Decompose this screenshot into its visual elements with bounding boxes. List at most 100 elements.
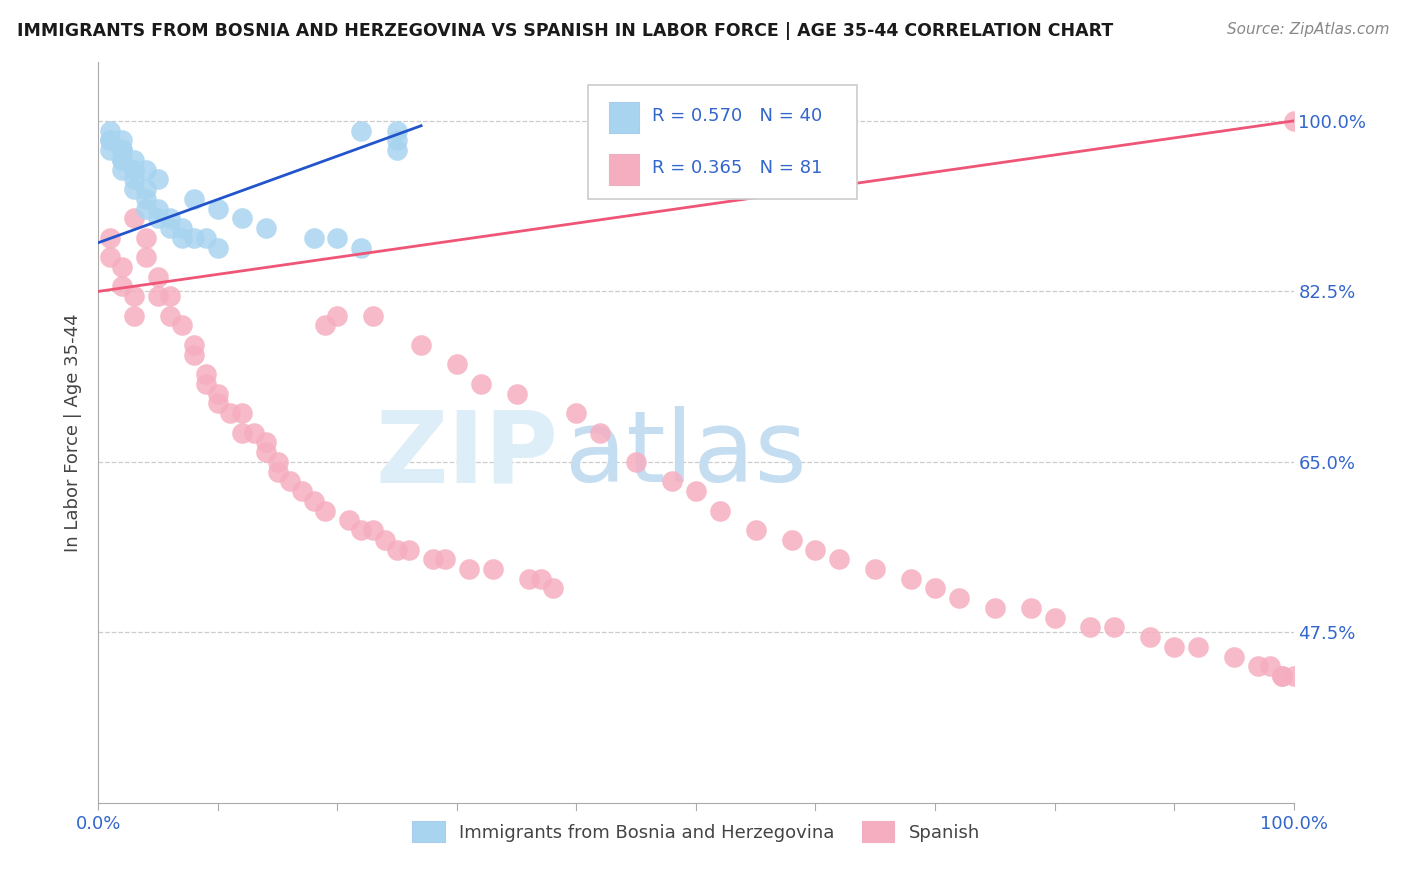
Point <box>506 386 529 401</box>
Point <box>183 192 205 206</box>
Point <box>339 513 361 527</box>
Text: R = 0.365   N = 81: R = 0.365 N = 81 <box>652 160 823 178</box>
Point <box>517 572 540 586</box>
Legend: Immigrants from Bosnia and Herzegovina, Spanish: Immigrants from Bosnia and Herzegovina, … <box>405 814 987 849</box>
Point <box>984 601 1007 615</box>
Point <box>541 582 564 596</box>
Point <box>231 425 253 440</box>
Point <box>422 552 444 566</box>
Point <box>267 455 290 469</box>
Point <box>98 133 122 147</box>
Point <box>135 202 157 216</box>
Point <box>219 406 242 420</box>
Point <box>267 465 290 479</box>
Point <box>1139 630 1161 644</box>
Point <box>111 153 134 167</box>
Point <box>385 143 409 157</box>
FancyBboxPatch shape <box>589 85 858 200</box>
Point <box>98 250 122 264</box>
Point <box>865 562 887 576</box>
Point <box>385 123 409 137</box>
Point <box>111 143 134 157</box>
Point <box>254 221 277 235</box>
Point <box>195 367 218 381</box>
Point <box>589 425 612 440</box>
Point <box>124 162 146 177</box>
Point <box>111 143 134 157</box>
Point <box>111 279 134 293</box>
Point <box>470 376 492 391</box>
Point <box>124 182 146 196</box>
Bar <box>609 102 638 133</box>
Point <box>530 572 553 586</box>
Point <box>1080 620 1102 634</box>
Point <box>924 582 946 596</box>
Point <box>172 231 194 245</box>
Point <box>278 475 301 489</box>
Point <box>302 493 325 508</box>
Point <box>398 542 420 557</box>
Point <box>111 260 134 274</box>
Point <box>243 425 266 440</box>
Point <box>111 153 134 167</box>
Point <box>135 182 157 196</box>
Y-axis label: In Labor Force | Age 35-44: In Labor Force | Age 35-44 <box>63 313 82 552</box>
Point <box>1282 114 1305 128</box>
Point <box>207 202 229 216</box>
Point <box>565 406 588 420</box>
Point <box>231 211 253 226</box>
Point <box>195 231 218 245</box>
Point <box>135 192 157 206</box>
Point <box>124 162 146 177</box>
Point <box>207 240 229 255</box>
Point <box>458 562 481 576</box>
Point <box>350 523 373 537</box>
Point <box>745 523 768 537</box>
Point <box>363 309 385 323</box>
Point <box>1223 649 1246 664</box>
Point <box>207 396 229 410</box>
Point <box>626 455 648 469</box>
Point <box>1282 669 1305 683</box>
Point <box>780 533 803 547</box>
Point <box>302 231 325 245</box>
Point <box>98 143 122 157</box>
Point <box>661 475 683 489</box>
Point <box>900 572 922 586</box>
Point <box>148 172 170 186</box>
Point <box>183 338 205 352</box>
Point <box>1271 669 1294 683</box>
Point <box>804 542 827 557</box>
Point <box>172 318 194 333</box>
Point <box>1019 601 1042 615</box>
Point <box>111 133 134 147</box>
Point <box>385 133 409 147</box>
Point <box>172 221 194 235</box>
Point <box>291 484 314 499</box>
Point <box>148 211 170 226</box>
Point <box>709 503 731 517</box>
Point <box>159 221 181 235</box>
Point <box>124 309 146 323</box>
Point <box>1247 659 1270 673</box>
Point <box>1043 610 1066 624</box>
Point <box>685 484 707 499</box>
Point <box>326 309 349 323</box>
Point <box>1104 620 1126 634</box>
Point <box>148 202 170 216</box>
Point <box>124 153 146 167</box>
Point <box>374 533 396 547</box>
Point <box>948 591 970 606</box>
Point <box>254 445 277 459</box>
Point <box>1187 640 1209 654</box>
Point <box>326 231 349 245</box>
Point <box>315 318 337 333</box>
Text: atlas: atlas <box>565 407 806 503</box>
Point <box>124 172 146 186</box>
Bar <box>609 153 638 185</box>
Point <box>254 435 277 450</box>
Point <box>135 250 157 264</box>
Point <box>183 348 205 362</box>
Point <box>385 542 409 557</box>
Point <box>231 406 253 420</box>
